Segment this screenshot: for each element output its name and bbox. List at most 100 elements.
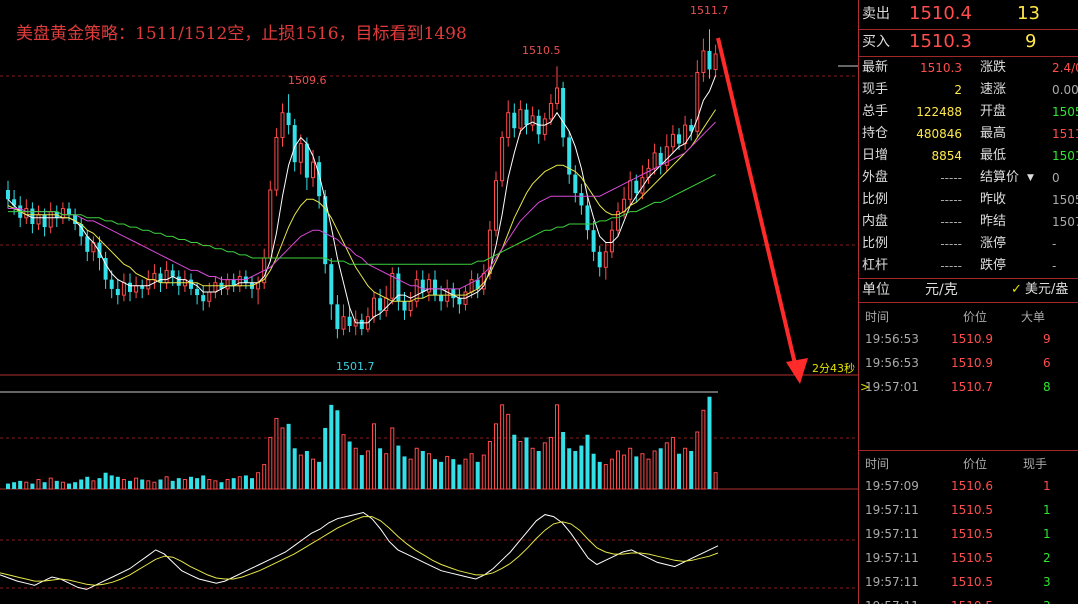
- buy-row[interactable]: 买入 1510.3 9: [859, 31, 1078, 55]
- volume-bar: [481, 454, 486, 490]
- tick-row[interactable]: 19:57:11 1510.5 1: [859, 523, 1078, 547]
- volume-bar: [530, 447, 535, 490]
- volume-bar: [616, 450, 620, 490]
- quote-panel: 卖出 1510.4 13 买入 1510.3 9 最新1510.3涨跌2.4/0…: [858, 0, 1078, 604]
- candle-body: [152, 272, 157, 281]
- checkmark-icon[interactable]: ✓: [1011, 282, 1022, 297]
- volume-bar: [311, 458, 315, 490]
- candle-body: [195, 288, 200, 296]
- volume-bar: [573, 451, 578, 489]
- volume-bar: [201, 475, 206, 489]
- stat-label: 速涨: [980, 82, 1007, 97]
- tick-row[interactable]: 19:57:11 1510.5 2: [859, 547, 1078, 571]
- usd-unit-checkbox-label[interactable]: 美元/盎: [1025, 282, 1069, 297]
- candle-body: [701, 50, 706, 74]
- stat-row: 最新 1510.3 涨跌 2.4/0.16: [859, 57, 1078, 79]
- volume-bar: [103, 472, 108, 489]
- big-order-row[interactable]: 19:56:53 1510.9 6: [859, 352, 1078, 376]
- divider: [859, 278, 1078, 279]
- volume-bar: [280, 427, 285, 490]
- stat-label: 涨跌: [980, 60, 1007, 75]
- candle-body: [347, 316, 352, 326]
- big-order-row[interactable]: >19:57:01 1510.7 8: [859, 376, 1078, 400]
- candle-body: [128, 282, 132, 292]
- order-time: 19:56:53: [865, 332, 919, 346]
- candle-body: [616, 211, 620, 231]
- stat-value: -----: [940, 193, 962, 207]
- kline-chart-area[interactable]: 美盘黄金策略：1511/1512空，止损1516，目标看到1498 1511.7…: [0, 0, 858, 604]
- tick-row[interactable]: 19:57:11 1510.5 3: [859, 571, 1078, 595]
- candle-body: [512, 112, 517, 129]
- candle-body: [268, 189, 273, 259]
- tick-qty: 2: [1043, 551, 1051, 565]
- candle-body: [573, 174, 578, 194]
- tick-price: 1510.5: [951, 527, 993, 541]
- tick-row[interactable]: 19:57:11 1510.5 3: [859, 595, 1078, 604]
- candle-body: [335, 304, 340, 330]
- volume-bar: [30, 483, 35, 489]
- volume-bar: [518, 441, 523, 490]
- volume-bar: [384, 453, 389, 490]
- volume-bar: [207, 479, 212, 490]
- candle-body: [134, 285, 139, 293]
- candle-body: [420, 279, 425, 292]
- candle-body: [378, 298, 383, 311]
- candle-body: [73, 214, 78, 224]
- price-label-mid-peak: 1510.5: [522, 44, 561, 57]
- candle-body: [628, 180, 633, 200]
- candle-body: [317, 162, 322, 197]
- stat-value: -----: [940, 259, 962, 273]
- stat-value: -----: [940, 171, 962, 185]
- volume-bar: [622, 454, 627, 490]
- order-qty: 9: [1043, 332, 1051, 346]
- order-qty: 6: [1043, 356, 1051, 370]
- order-time: 19:57:01: [865, 380, 919, 394]
- volume-bar: [225, 479, 230, 490]
- stat-value: -----: [940, 215, 962, 229]
- candle-body: [372, 297, 376, 318]
- volume-bar: [634, 456, 639, 489]
- unit-value[interactable]: 元/克: [925, 282, 958, 298]
- candle-body: [237, 276, 242, 287]
- buy-label: 买入: [862, 34, 890, 50]
- down-arrow-head-icon: [786, 358, 808, 384]
- order-qty: 8: [1043, 380, 1051, 394]
- volume-bar: [628, 447, 633, 490]
- candle-body: [311, 161, 315, 179]
- tick-row[interactable]: 19:57:09 1510.6 1: [859, 475, 1078, 499]
- oscillator-d-line: [0, 516, 719, 586]
- price-label-left-peak: 1509.6: [288, 74, 327, 87]
- candle-body: [323, 196, 328, 265]
- volume-bar: [298, 454, 303, 490]
- candle-body: [60, 208, 65, 219]
- stat-label: 最高: [980, 126, 1007, 141]
- stat-value: -: [1052, 237, 1057, 251]
- chevron-down-icon[interactable]: ▼: [1027, 173, 1034, 183]
- tick-row[interactable]: 19:57:11 1510.5 1: [859, 499, 1078, 523]
- volume-bar: [274, 417, 279, 490]
- candle-body: [414, 279, 419, 302]
- candle-body: [286, 112, 291, 126]
- stat-row: 外盘 ----- 结算价 ▼ 0: [859, 167, 1078, 189]
- candle-body: [506, 112, 511, 138]
- volume-bar: [268, 436, 273, 490]
- volume-bar: [689, 451, 694, 489]
- tick-price: 1510.5: [951, 599, 993, 604]
- candle-body: [48, 211, 53, 228]
- big-order-row[interactable]: 19:56:53 1510.9 9: [859, 328, 1078, 352]
- stat-label: 外盘: [862, 170, 889, 185]
- volume-bar: [536, 451, 541, 489]
- stat-value: 480846: [916, 127, 962, 141]
- volume-bar: [469, 453, 474, 490]
- volume-bar: [304, 451, 309, 489]
- candle-body: [658, 152, 663, 166]
- candle-body: [79, 224, 84, 237]
- candle-body: [329, 264, 334, 305]
- sell-qty: 13: [1017, 3, 1040, 24]
- volume-bar: [317, 461, 322, 489]
- volume-bar: [341, 434, 346, 490]
- candle-body: [213, 282, 218, 293]
- sell-row[interactable]: 卖出 1510.4 13: [859, 3, 1078, 27]
- volume-bar: [146, 480, 151, 490]
- row-marker: >: [860, 380, 871, 394]
